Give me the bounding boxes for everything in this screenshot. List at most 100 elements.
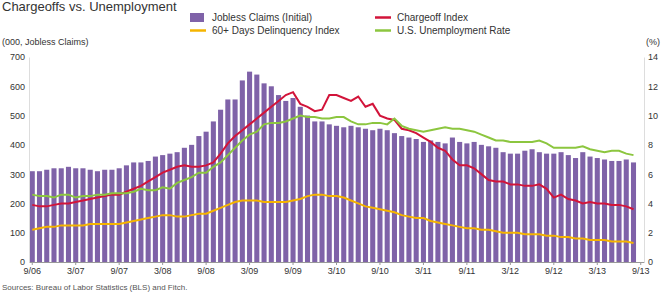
x-tick-mark <box>336 262 337 265</box>
y2-tick: 2 <box>644 228 653 238</box>
bar <box>334 126 339 262</box>
y2-tick: 4 <box>644 199 653 209</box>
bar <box>66 167 71 262</box>
x-tick: 3/08 <box>154 262 172 276</box>
x-tick-label: 3/07 <box>67 266 85 276</box>
bar <box>319 121 324 262</box>
y-tick: 700 <box>10 52 29 62</box>
y2-tick-label: 10 <box>648 111 658 121</box>
bar <box>414 139 419 262</box>
line <box>32 116 633 198</box>
x-tick: 9/07 <box>110 262 128 276</box>
line <box>32 195 633 243</box>
bar <box>392 133 397 262</box>
bar <box>493 148 498 262</box>
bar <box>457 142 462 262</box>
legend-item: Jobless Claims (Initial) <box>190 12 312 23</box>
x-tick-label: 3/09 <box>241 266 259 276</box>
bar <box>624 160 629 263</box>
x-tick-mark <box>293 262 294 265</box>
bar <box>95 171 100 262</box>
bar <box>530 149 535 262</box>
y2-tick-label: 0 <box>648 257 653 267</box>
bar <box>356 127 361 262</box>
x-tick-mark <box>119 262 120 265</box>
y-tick: 600 <box>10 82 29 92</box>
y2-tick: 14 <box>644 52 658 62</box>
bar <box>211 121 216 262</box>
y2-tick-label: 2 <box>648 228 653 238</box>
bar <box>464 143 469 262</box>
bar <box>124 165 129 262</box>
x-tick-label: 9/11 <box>458 266 475 276</box>
legend-swatch <box>375 16 391 19</box>
bar <box>363 129 368 262</box>
y2-tick: 0 <box>644 257 653 267</box>
y2-tick-label: 4 <box>648 199 653 209</box>
bar <box>385 130 390 262</box>
x-tick: 3/07 <box>67 262 85 276</box>
x-tick-label: 9/10 <box>371 266 389 276</box>
y-tick: 100 <box>10 228 29 238</box>
bar <box>225 99 230 262</box>
bar <box>631 162 636 262</box>
y2-tick-label: 8 <box>648 140 653 150</box>
bar <box>153 157 158 262</box>
y-tick-label: 200 <box>10 199 25 209</box>
x-tick-label: 9/13 <box>632 266 650 276</box>
bar <box>59 168 64 262</box>
x-tick-label: 9/07 <box>110 266 128 276</box>
y2-tick-label: 14 <box>648 52 658 62</box>
bar <box>233 99 238 262</box>
bar <box>109 170 114 262</box>
x-tick-label: 3/08 <box>154 266 172 276</box>
x-tick: 9/09 <box>284 262 302 276</box>
x-tick-mark <box>553 262 554 265</box>
bar <box>443 143 448 262</box>
plot-area <box>30 72 636 262</box>
x-tick-mark <box>32 262 33 265</box>
bar <box>138 162 143 262</box>
bar-series <box>30 72 636 262</box>
x-tick-mark <box>162 262 163 265</box>
legend-swatch <box>375 29 391 32</box>
x-tick: 3/11 <box>415 262 432 276</box>
y-tick: 0 <box>20 257 29 267</box>
bar <box>522 151 527 262</box>
bar <box>580 152 585 262</box>
legend-item: 60+ Days Delinquency Index <box>190 25 340 36</box>
x-tick-label: 9/12 <box>545 266 563 276</box>
y-tick: 500 <box>10 111 29 121</box>
line <box>32 92 633 209</box>
y-tick-label: 0 <box>20 257 25 267</box>
bar <box>370 130 375 262</box>
bar <box>616 161 621 262</box>
bar <box>80 168 85 262</box>
bar <box>117 168 122 262</box>
x-tick-mark <box>75 262 76 265</box>
source-note: Sources: Bureau of Labor Statistics (BLS… <box>2 283 187 292</box>
legend-label: U.S. Unemployment Rate <box>397 25 511 36</box>
legend-label: 60+ Days Delinquency Index <box>212 25 340 36</box>
bar <box>399 136 404 262</box>
x-tick: 9/06 <box>23 262 41 276</box>
bar <box>88 170 93 262</box>
bar <box>515 154 520 262</box>
bar <box>472 142 477 262</box>
bar <box>30 171 35 262</box>
x-tick: 3/09 <box>241 262 259 276</box>
x-tick-label: 3/10 <box>328 266 346 276</box>
x-tick-mark <box>423 262 424 265</box>
bar <box>283 101 288 262</box>
bar <box>435 142 440 262</box>
x-tick-label: 3/11 <box>415 266 432 276</box>
x-tick: 3/13 <box>589 262 607 276</box>
y2-tick: 10 <box>644 111 658 121</box>
bar <box>73 168 78 262</box>
x-tick: 3/10 <box>328 262 346 276</box>
x-tick-mark <box>466 262 467 265</box>
y2-tick: 8 <box>644 140 653 150</box>
bar <box>341 127 346 262</box>
chart: Chargeoffs vs. Unemployment(000, Jobless… <box>0 0 664 293</box>
x-tick-mark <box>597 262 598 265</box>
